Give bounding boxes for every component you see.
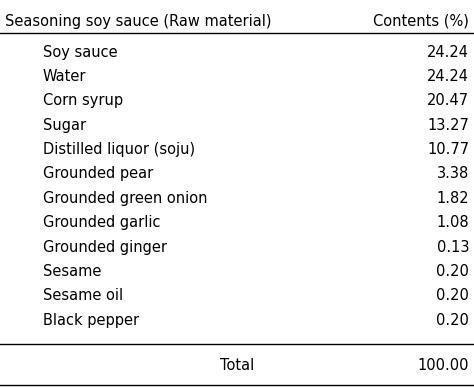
Text: 3.38: 3.38 [437, 166, 469, 182]
Text: Grounded pear: Grounded pear [43, 166, 153, 182]
Text: Sugar: Sugar [43, 118, 86, 133]
Text: 0.20: 0.20 [437, 288, 469, 303]
Text: 0.20: 0.20 [437, 264, 469, 279]
Text: Black pepper: Black pepper [43, 313, 139, 328]
Text: 1.08: 1.08 [437, 215, 469, 230]
Text: Water: Water [43, 69, 86, 84]
Text: Total: Total [220, 358, 254, 373]
Text: Grounded green onion: Grounded green onion [43, 191, 207, 206]
Text: Sesame: Sesame [43, 264, 101, 279]
Text: 20.47: 20.47 [427, 93, 469, 108]
Text: 0.20: 0.20 [437, 313, 469, 328]
Text: 24.24: 24.24 [427, 45, 469, 60]
Text: Grounded ginger: Grounded ginger [43, 240, 167, 255]
Text: 13.27: 13.27 [428, 118, 469, 133]
Text: 0.13: 0.13 [437, 240, 469, 255]
Text: Corn syrup: Corn syrup [43, 93, 123, 108]
Text: Soy sauce: Soy sauce [43, 45, 117, 60]
Text: Seasoning soy sauce (Raw material): Seasoning soy sauce (Raw material) [5, 14, 271, 29]
Text: Sesame oil: Sesame oil [43, 288, 123, 303]
Text: 1.82: 1.82 [437, 191, 469, 206]
Text: Contents (%): Contents (%) [374, 14, 469, 29]
Text: 10.77: 10.77 [427, 142, 469, 157]
Text: Distilled liquor (soju): Distilled liquor (soju) [43, 142, 195, 157]
Text: 24.24: 24.24 [427, 69, 469, 84]
Text: 100.00: 100.00 [418, 358, 469, 373]
Text: Grounded garlic: Grounded garlic [43, 215, 160, 230]
